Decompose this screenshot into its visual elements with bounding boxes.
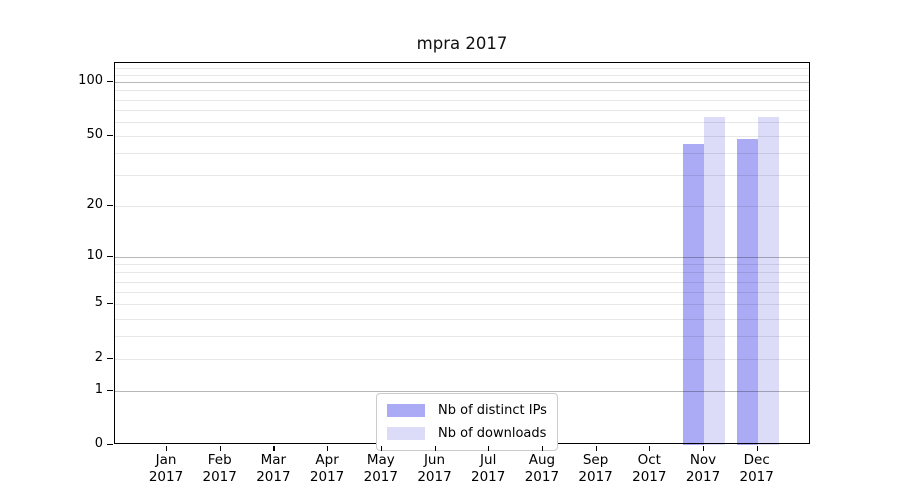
minor-gridline <box>115 175 809 177</box>
y-tick <box>107 357 113 359</box>
minor-gridline <box>115 205 809 207</box>
minor-gridline <box>115 74 809 76</box>
x-tick <box>434 445 436 451</box>
bar <box>683 144 704 445</box>
x-tick <box>488 445 490 451</box>
minor-gridline <box>115 318 809 320</box>
plot-area: Nb of distinct IPs Nb of downloads <box>114 62 810 451</box>
x-tick-year: 2017 <box>202 469 237 485</box>
bar <box>757 116 779 445</box>
x-tick-label: Jul 2017 <box>456 452 520 486</box>
x-tick-year: 2017 <box>685 469 721 485</box>
x-tick-label: Apr 2017 <box>295 452 359 486</box>
minor-gridline <box>115 90 809 92</box>
x-tick <box>649 445 651 451</box>
x-tick-month: Jun <box>423 452 446 468</box>
minor-gridline <box>115 68 809 69</box>
x-tick-month: Dec <box>743 452 770 468</box>
y-tick-label: 1 <box>94 381 103 397</box>
x-tick-month: Jan <box>155 452 177 468</box>
legend-item: Nb of downloads <box>387 423 547 443</box>
x-tick-label: Aug 2017 <box>510 452 574 486</box>
x-tick-month: Mar <box>260 452 287 468</box>
y-tick <box>107 255 113 257</box>
major-gridline <box>115 82 809 84</box>
y-tick-label: 20 <box>86 196 103 212</box>
x-tick-label: Feb 2017 <box>188 452 252 486</box>
x-tick-label: Mar 2017 <box>241 452 305 486</box>
x-tick-label: Oct 2017 <box>617 452 681 486</box>
legend-swatch <box>387 403 425 417</box>
x-tick <box>595 445 597 451</box>
y-tick-label: 100 <box>78 73 103 89</box>
x-tick-year: 2017 <box>363 469 398 485</box>
x-tick-label: Jan 2017 <box>134 452 198 486</box>
x-tick-year: 2017 <box>309 469 345 485</box>
minor-gridline <box>115 109 809 111</box>
x-tick-label: Jun 2017 <box>403 452 467 486</box>
x-tick-month: Jul <box>480 452 497 468</box>
minor-gridline <box>115 135 809 137</box>
x-tick-label: Sep 2017 <box>564 452 628 486</box>
x-tick-month: Nov <box>689 452 717 468</box>
x-tick-year: 2017 <box>256 469 291 485</box>
x-tick <box>219 445 221 451</box>
legend-label: Nb of downloads <box>438 425 547 441</box>
x-tick <box>541 445 544 451</box>
x-tick-label: Dec 2017 <box>725 452 789 486</box>
x-tick <box>380 445 382 451</box>
minor-gridline <box>115 336 809 337</box>
y-tick <box>107 444 113 446</box>
minor-gridline <box>115 99 809 101</box>
minor-gridline <box>115 292 809 293</box>
x-tick-year: 2017 <box>524 469 560 485</box>
minor-gridline <box>115 121 809 123</box>
x-tick-label: Nov 2017 <box>671 452 735 486</box>
minor-gridline <box>115 153 809 155</box>
x-tick <box>327 445 329 451</box>
y-tick-label: 2 <box>94 349 103 365</box>
x-tick <box>756 445 758 451</box>
x-tick <box>166 445 168 451</box>
x-tick-month: Sep <box>582 452 609 468</box>
x-tick-year: 2017 <box>417 469 452 485</box>
y-tick-label: 5 <box>94 295 103 311</box>
x-tick-month: May <box>366 452 395 468</box>
x-tick-year: 2017 <box>739 469 774 485</box>
x-tick-month: Apr <box>315 452 339 468</box>
x-tick-month: Oct <box>637 452 661 468</box>
chart-title: mpra 2017 <box>416 34 508 53</box>
y-tick-label: 10 <box>86 247 103 263</box>
y-tick <box>107 303 113 305</box>
legend: Nb of distinct IPs Nb of downloads <box>376 393 558 451</box>
x-tick-month: Feb <box>207 452 232 468</box>
legend-item: Nb of distinct IPs <box>387 400 547 420</box>
x-tick-month: Aug <box>528 452 556 468</box>
minor-gridline <box>115 304 809 306</box>
x-tick <box>273 445 275 451</box>
x-tick-label: May 2017 <box>349 452 413 486</box>
y-tick-label: 50 <box>86 126 103 142</box>
minor-gridline <box>115 264 809 265</box>
x-tick-year: 2017 <box>148 469 184 485</box>
legend-swatch <box>387 426 425 440</box>
minor-gridline <box>115 281 809 283</box>
x-tick <box>703 445 705 451</box>
y-tick <box>107 204 113 206</box>
major-gridline <box>115 390 809 392</box>
major-gridline <box>115 256 809 258</box>
y-tick <box>107 134 113 137</box>
x-tick-year: 2017 <box>632 469 667 485</box>
y-tick-label: 0 <box>94 436 103 451</box>
minor-gridline <box>115 272 809 274</box>
bar <box>736 139 758 445</box>
minor-gridline <box>115 358 809 360</box>
x-tick-year: 2017 <box>471 469 506 485</box>
y-tick <box>107 389 113 391</box>
x-tick-year: 2017 <box>578 469 613 485</box>
legend-label: Nb of distinct IPs <box>438 402 547 418</box>
bar <box>704 116 725 445</box>
y-tick <box>107 81 113 83</box>
